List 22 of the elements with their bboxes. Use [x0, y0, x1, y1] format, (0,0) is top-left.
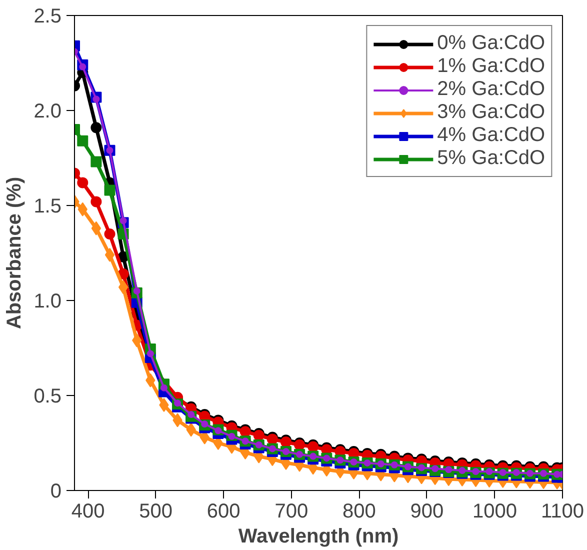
- y-axis-title: Absorbance (%): [4, 176, 26, 330]
- legend-label: 3% Ga:CdO: [437, 101, 545, 124]
- legend-label: 0% Ga:CdO: [437, 32, 545, 55]
- y-tick-label: 0: [50, 480, 62, 502]
- y-tick-label: 2.0: [34, 100, 62, 122]
- legend-label: 5% Ga:CdO: [437, 147, 545, 170]
- y-tick-label: 1.0: [34, 290, 62, 312]
- x-tick-label: 1100: [540, 500, 584, 522]
- x-tick-label: 1000: [472, 500, 517, 522]
- x-tick-label: 800: [342, 500, 376, 522]
- legend-label: 1% Ga:CdO: [437, 55, 545, 78]
- x-tick-label: 400: [71, 500, 105, 522]
- y-tick-label: 2.5: [34, 6, 62, 28]
- x-tick-label: 900: [410, 500, 444, 522]
- x-tick-label: 700: [274, 500, 308, 522]
- x-tick-label: 500: [139, 500, 173, 522]
- legend-label: 4% Ga:CdO: [437, 124, 545, 147]
- y-tick-label: 0.5: [34, 386, 62, 408]
- x-tick-label: 600: [206, 500, 240, 522]
- y-tick-label: 1.5: [34, 196, 62, 218]
- legend-label: 2% Ga:CdO: [437, 78, 545, 101]
- x-axis-title: Wavelength (nm): [238, 526, 399, 548]
